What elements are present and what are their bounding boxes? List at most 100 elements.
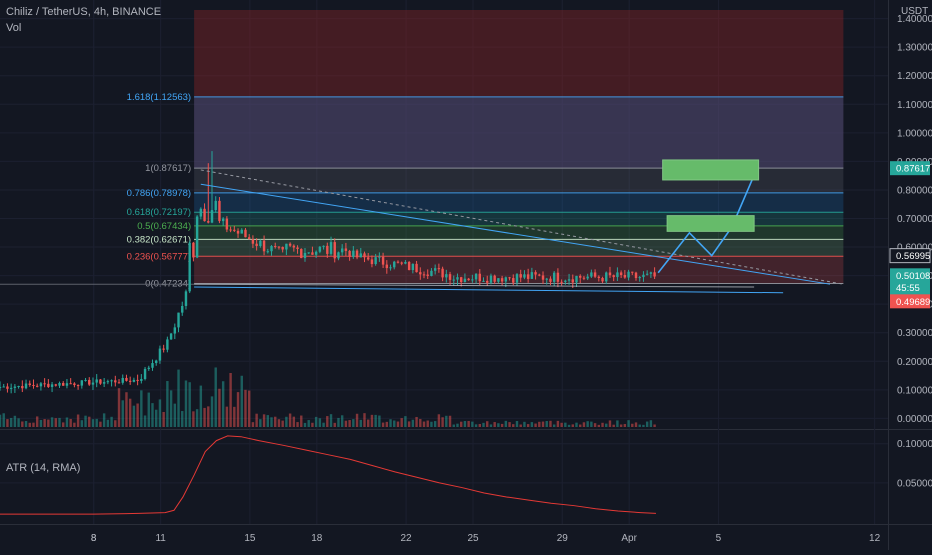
candle-body: [552, 272, 556, 282]
candle-body: [471, 279, 474, 281]
volume-bar: [552, 424, 556, 427]
volume-bar: [393, 420, 396, 427]
volume-bar: [43, 419, 46, 427]
volume-bar: [210, 396, 214, 427]
volume-bar: [99, 421, 102, 427]
candle-body: [311, 252, 314, 255]
volume-bar: [638, 424, 641, 427]
volume-bar: [459, 421, 463, 427]
volume-bar: [623, 424, 627, 427]
volume-bar: [512, 424, 515, 427]
candle-body: [579, 275, 582, 278]
candle-body: [166, 339, 169, 350]
volume-bar: [500, 423, 504, 427]
candle-body: [337, 252, 340, 259]
candle-body: [162, 348, 165, 350]
volume-bar: [367, 419, 370, 427]
volume-bar: [560, 422, 563, 427]
volume-bar: [564, 422, 567, 427]
volume-bar: [396, 421, 400, 427]
candle-body: [24, 383, 28, 389]
candle-body: [0, 387, 2, 389]
volume-bar: [326, 416, 329, 427]
candle-body: [184, 291, 188, 306]
candle-body: [9, 387, 13, 389]
candle-body: [28, 383, 31, 385]
candle-body: [195, 216, 199, 258]
candle-body: [534, 272, 537, 275]
volume-bar: [50, 417, 54, 427]
volume-bar: [575, 422, 578, 427]
candle-body: [430, 270, 433, 276]
candle-body: [177, 312, 180, 328]
volume-bar: [229, 372, 232, 427]
atr-y-tick-label: 0.05000: [897, 478, 932, 489]
volume-bar: [497, 423, 500, 427]
volume-bar: [255, 413, 258, 427]
volume-bar: [381, 422, 385, 427]
volume-bar: [13, 415, 17, 427]
candle-body: [575, 275, 578, 283]
volume-bar: [407, 421, 411, 427]
candle-body: [50, 384, 54, 387]
volume-bar: [478, 423, 482, 427]
volume-bar: [259, 419, 262, 427]
volume-bar: [612, 424, 615, 427]
atr-y-tick-label: 0.10000: [897, 439, 932, 450]
candle-body: [102, 382, 106, 384]
x-tick-label: 18: [311, 533, 323, 544]
candle-body: [530, 272, 534, 279]
volume-bar: [292, 416, 296, 427]
volume-bar: [426, 420, 429, 427]
candle-body: [474, 273, 478, 280]
x-tick-label: 22: [401, 533, 413, 544]
fib-level-label: 1.618(1.12563): [127, 92, 191, 103]
volume-bar: [277, 419, 281, 427]
candle-body: [538, 274, 541, 276]
volume-bar: [110, 416, 113, 427]
candle-body: [169, 333, 173, 340]
candle-body: [84, 379, 87, 381]
volume-bar: [311, 422, 314, 427]
volume-bar: [445, 415, 448, 427]
candle-body: [486, 280, 489, 283]
candle-body: [367, 257, 370, 260]
candle-body: [407, 261, 411, 271]
volume-bar: [482, 422, 485, 427]
candle-body: [333, 242, 336, 259]
candle-body: [281, 246, 284, 250]
candle-body: [277, 246, 281, 248]
candle-body: [329, 242, 333, 254]
volume-bar: [340, 415, 344, 427]
volume-bar: [65, 417, 69, 427]
volume-bar: [474, 424, 478, 427]
candle-body: [69, 383, 72, 385]
candle-body: [448, 274, 452, 280]
candle-body: [140, 378, 143, 381]
candle-body: [593, 272, 597, 277]
candle-body: [359, 253, 362, 258]
x-tick-label: 29: [557, 533, 569, 544]
base-trendline: [194, 283, 755, 288]
volume-bar: [590, 421, 593, 427]
price-tag: [890, 161, 930, 176]
price-tag-label: 0.49689: [896, 297, 930, 308]
volume-bar: [333, 422, 336, 427]
volume-bar: [24, 420, 28, 427]
volume-bar: [526, 424, 530, 427]
candle-body: [54, 384, 57, 386]
volume-bar: [441, 417, 444, 427]
atr-line: [0, 435, 656, 515]
volume-bar: [143, 415, 147, 427]
candle-body: [203, 208, 206, 222]
volume-bar: [2, 413, 5, 427]
volume-bar: [523, 421, 526, 427]
volume-bar: [54, 418, 57, 427]
candle-body: [99, 379, 102, 384]
volume-bar: [192, 411, 195, 427]
x-tick-label: 25: [467, 533, 479, 544]
candle-body: [117, 382, 121, 384]
volume-bar: [140, 390, 143, 427]
